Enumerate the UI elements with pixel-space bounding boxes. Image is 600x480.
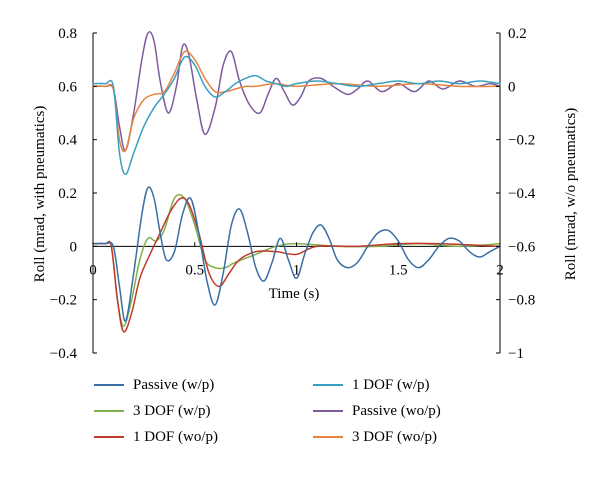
y-right-tick-label: 0 [508,79,516,95]
series-line-passive-w-p [92,186,501,322]
y-right-tick-label: −0.6 [508,239,536,255]
series-line-1-dof-w-p [92,55,501,176]
x-tick-label: 1 [293,262,301,278]
y-left-tick-label: 0.4 [58,133,77,149]
y-left-tick-label: 0.8 [58,26,77,42]
series-line-3-dof-w-p [92,193,501,328]
y-right-tick-label: −0.8 [508,293,535,309]
y-right-tick-label: 0.2 [508,26,527,42]
series-line-passive-wo-p [92,31,501,152]
y-left-tick-label: 0.2 [58,186,77,202]
x-axis-title: Time (s) [269,286,320,302]
y-left-tick-label: 0.6 [58,79,77,95]
y-right-tick-label: −1 [508,346,524,362]
y-right-tick-label: −0.4 [508,186,536,202]
y-axis-left-title: Roll (mrad, with pneumatics) [32,106,48,283]
x-tick-label: 1.5 [389,262,408,278]
x-tick-label: 0 [89,262,97,278]
y-axis-right-title: Roll (mrad, w/o pneumatics) [563,108,579,280]
series-line-3-dof-wo-p [92,50,501,153]
y-left-tick-label: −0.2 [50,293,77,309]
y-left-tick-label: −0.4 [50,346,78,362]
y-left-tick-label: 0 [70,239,78,255]
y-right-tick-label: −0.2 [508,133,535,149]
x-tick-label: 0.5 [185,262,204,278]
x-tick-label: 2 [496,262,504,278]
